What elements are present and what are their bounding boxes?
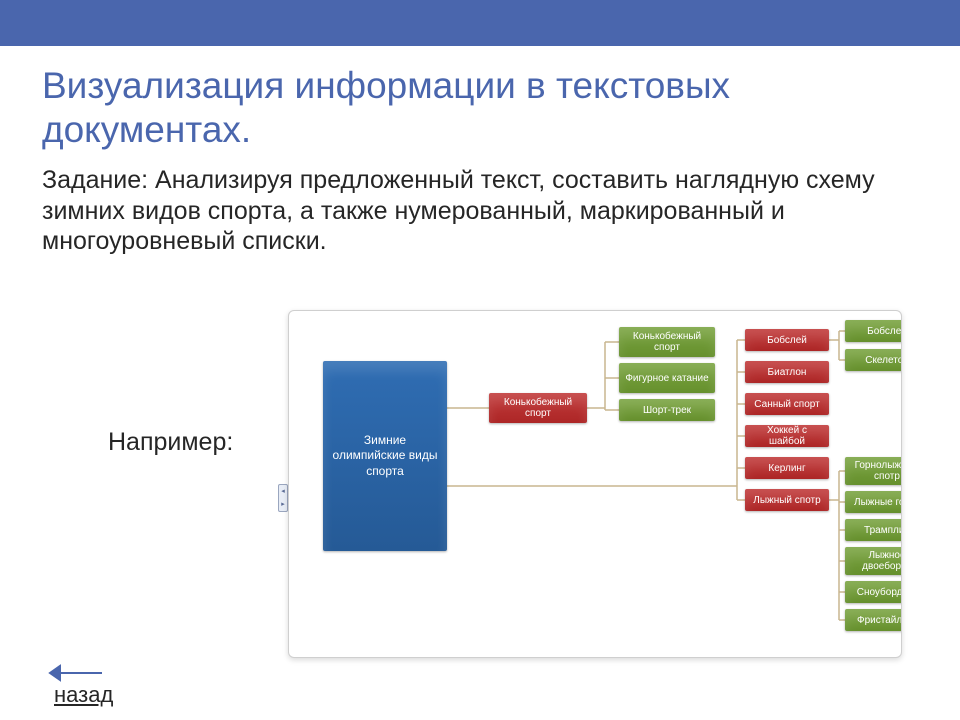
diagram-node-lyzh: Лыжный спотр <box>745 489 829 511</box>
back-link[interactable]: назад <box>54 682 113 708</box>
diagram-node-hok: Хоккей с шайбой <box>745 425 829 447</box>
diagram-node-ker: Керлинг <box>745 457 829 479</box>
diagram-node-bia: Биатлон <box>745 361 829 383</box>
diagram-node-dvo: Лыжное двоеборье <box>845 547 902 575</box>
diagram-node-san: Санный спорт <box>745 393 829 415</box>
header-bar <box>0 0 960 46</box>
diagram-node-bob: Бобслей <box>745 329 829 351</box>
diagram-node-gon: Лыжные гонки <box>845 491 902 513</box>
diagram-node-bob2: Бобслей <box>845 320 902 342</box>
diagram-node-konk: Конькобежный спорт <box>489 393 587 423</box>
splitter-handle[interactable]: ◂▸ <box>278 484 288 512</box>
example-label: Например: <box>108 428 233 457</box>
diagram-node-tram: Трамплин <box>845 519 902 541</box>
diagram-node-short: Шорт-трек <box>619 399 715 421</box>
diagram-node-fri: Фристайлинг <box>845 609 902 631</box>
diagram-frame: Зимние олимпийские виды спорта Конькобежн… <box>288 310 902 658</box>
diagram-node-fig: Фигурное катание <box>619 363 715 393</box>
diagram-node-root: Зимние олимпийские виды спорта <box>323 361 447 551</box>
diagram-node-sno: Сноубординг <box>845 581 902 603</box>
diagram-node-kon2: Конькобежный спорт <box>619 327 715 357</box>
back-arrow-icon[interactable] <box>48 664 104 682</box>
task-text: Задание: Анализируя предложенный текст, … <box>42 165 918 257</box>
diagram-node-skel: Скелетон <box>845 349 902 371</box>
content-area: Визуализация информации в текстовых доку… <box>0 46 960 257</box>
page-title: Визуализация информации в текстовых доку… <box>42 64 918 151</box>
diagram-node-gorn: Горнолыжный спотр <box>845 457 902 485</box>
